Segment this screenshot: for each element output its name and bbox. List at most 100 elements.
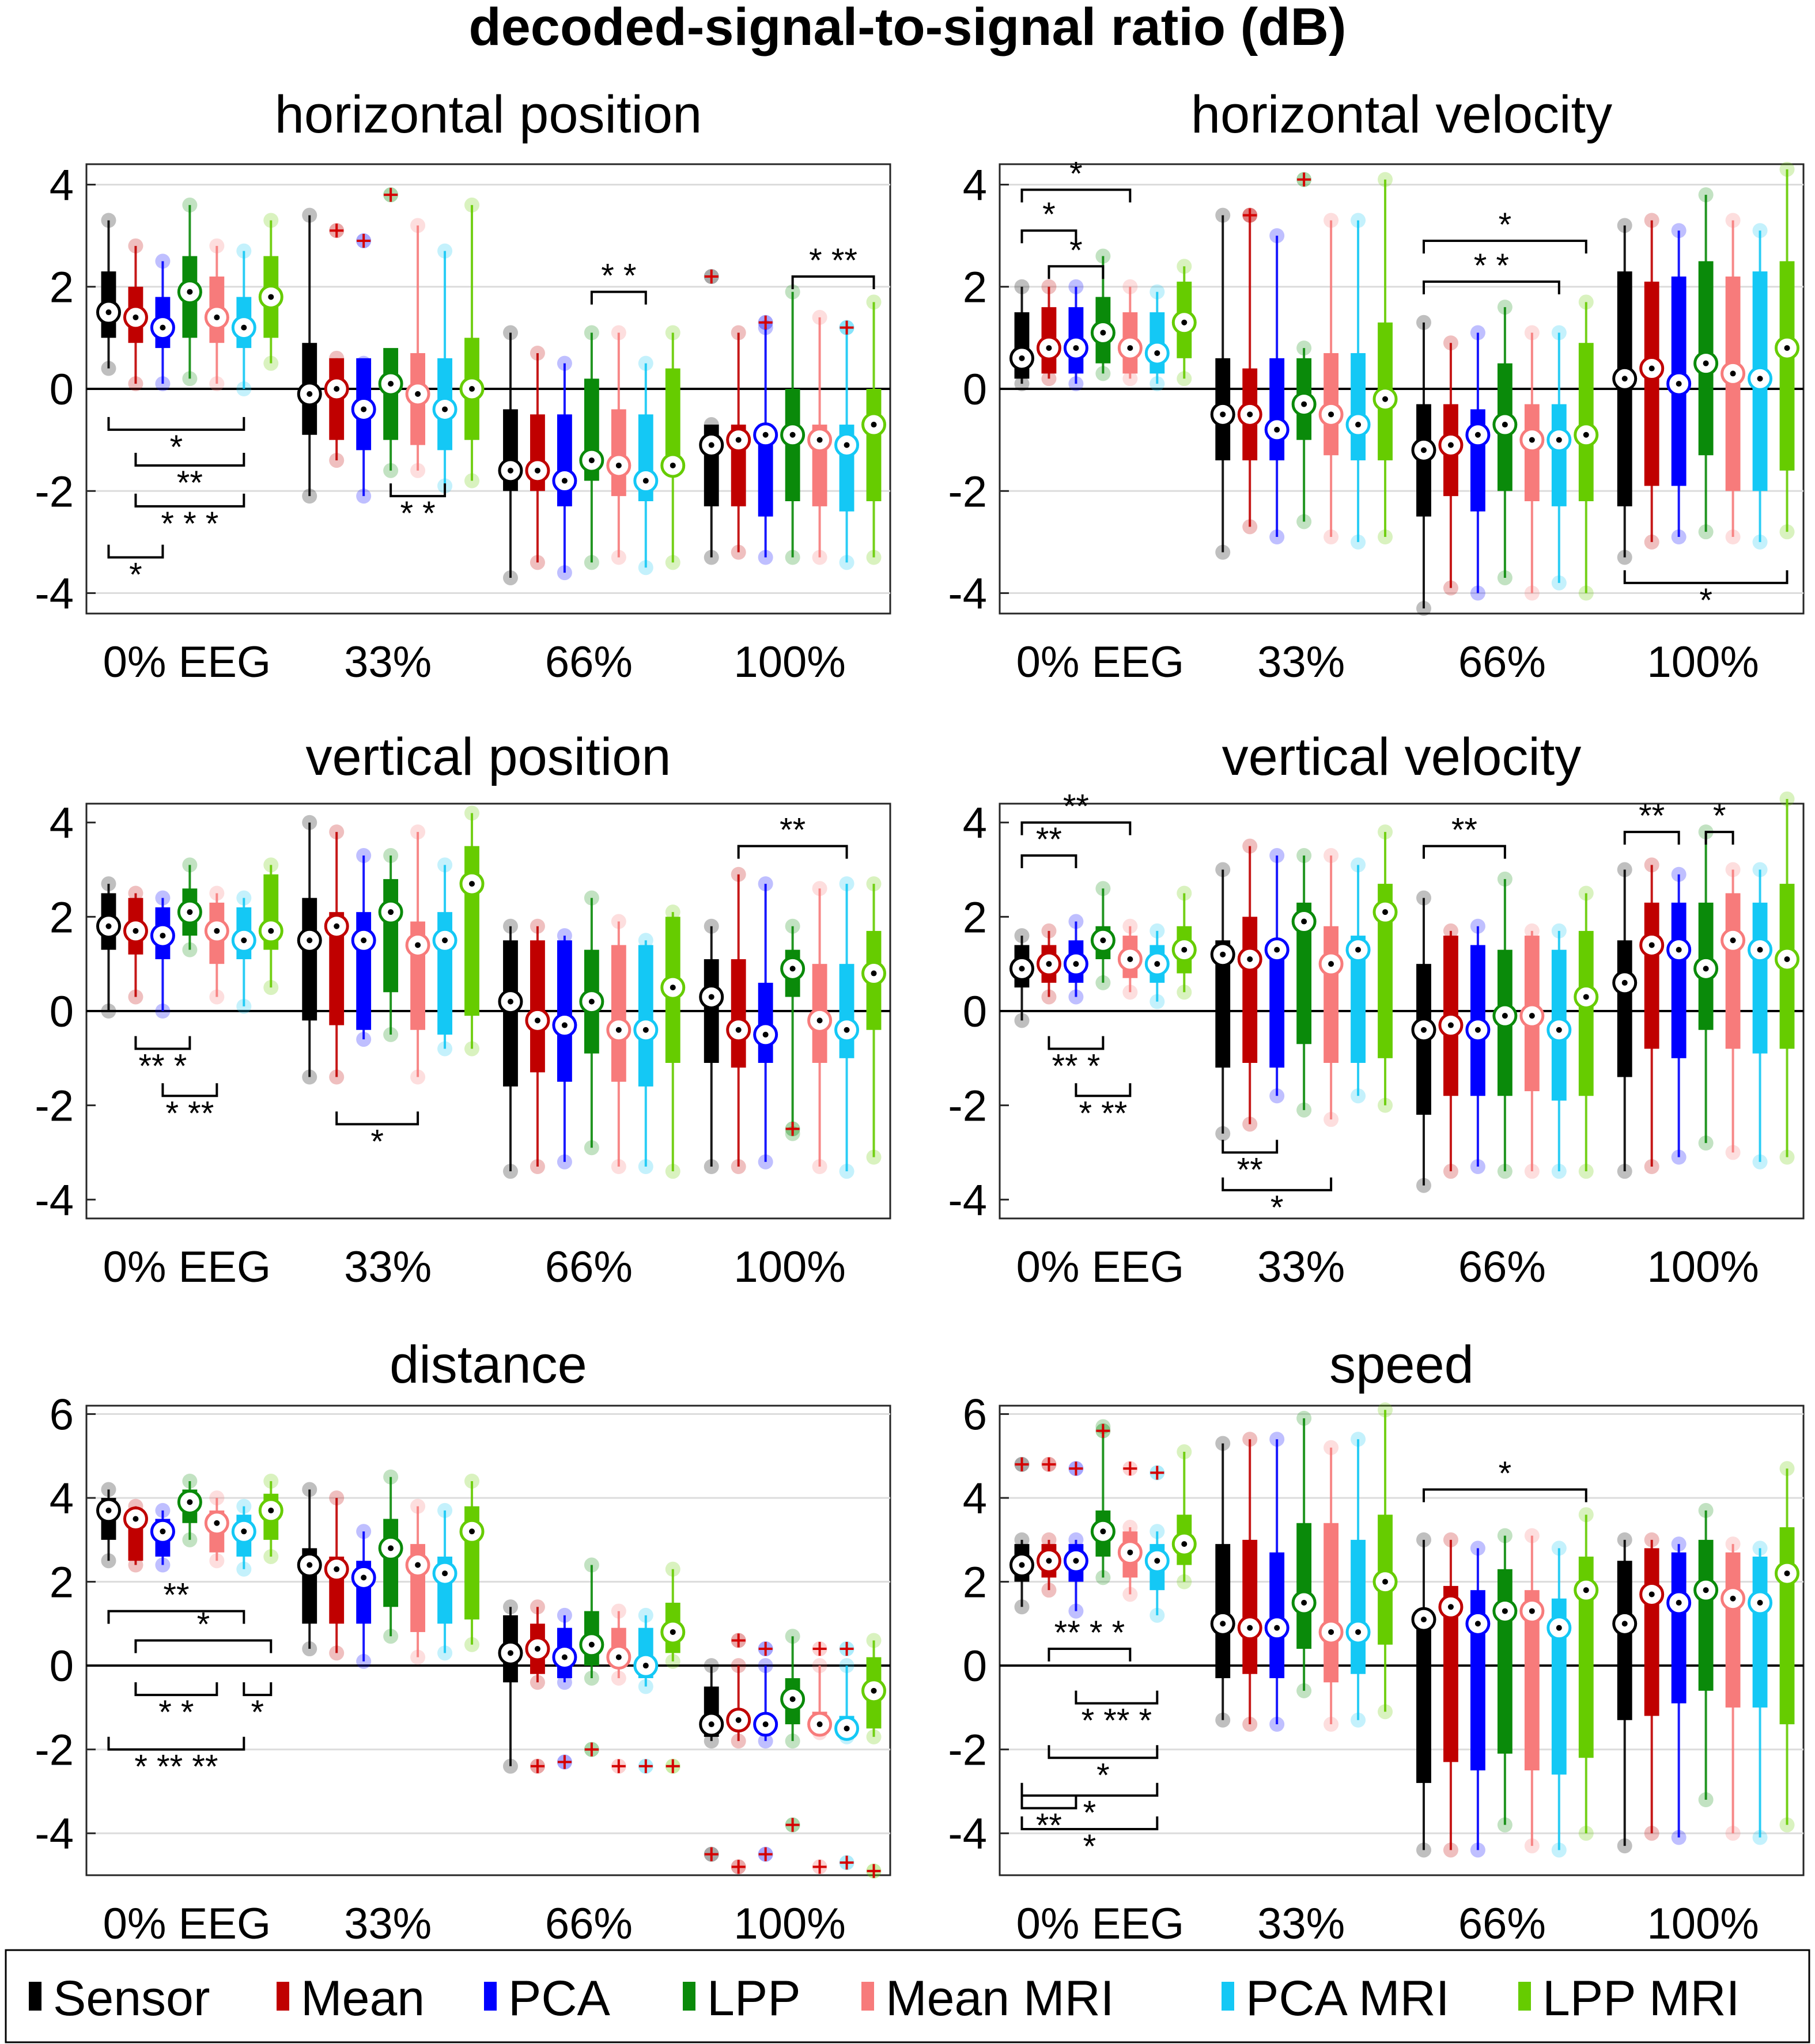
sample-point bbox=[731, 1658, 746, 1674]
sample-point bbox=[1671, 1149, 1687, 1165]
ytick-label: 0 bbox=[50, 987, 74, 1036]
median-dot bbox=[1730, 937, 1736, 944]
median-dot bbox=[1220, 951, 1226, 957]
box-lpp bbox=[1090, 881, 1116, 990]
significance-stars: * ** * bbox=[1082, 1702, 1152, 1740]
panel-title: horizontal position bbox=[275, 85, 702, 144]
significance-bracket: * bbox=[1422, 1455, 1587, 1502]
sample-point bbox=[785, 1629, 800, 1644]
box-sensor bbox=[96, 1482, 121, 1569]
median-dot bbox=[871, 1687, 877, 1694]
category-label: 66% bbox=[1458, 1899, 1546, 1948]
bracket-line bbox=[243, 1682, 273, 1697]
sample-point bbox=[785, 284, 800, 300]
box-pca-mri bbox=[1748, 223, 1773, 550]
box-sensor bbox=[1411, 890, 1436, 1193]
box-body bbox=[1578, 930, 1594, 1096]
sample-point bbox=[731, 325, 746, 340]
bracket-line bbox=[590, 290, 647, 305]
category-label: 0% EEG bbox=[103, 1243, 271, 1292]
bracket-line bbox=[335, 1111, 419, 1126]
box-sensor bbox=[1612, 1532, 1638, 1854]
bracket-line bbox=[1422, 845, 1506, 859]
sample-point bbox=[665, 1653, 680, 1669]
sample-point bbox=[638, 355, 653, 371]
bracket-line bbox=[1048, 1648, 1132, 1662]
outlier bbox=[1041, 1456, 1057, 1472]
sample-point bbox=[1497, 1817, 1512, 1833]
outlier bbox=[812, 1641, 827, 1657]
sample-point bbox=[1725, 862, 1741, 877]
sample-point bbox=[758, 1658, 773, 1674]
box-mean-mri bbox=[1519, 923, 1545, 1179]
median-dot bbox=[1447, 1604, 1454, 1610]
box-body bbox=[1578, 343, 1594, 501]
sample-point bbox=[329, 1645, 345, 1661]
sample-point bbox=[383, 1469, 399, 1485]
median-dot bbox=[1648, 1591, 1655, 1598]
legend-swatch bbox=[484, 1982, 497, 2011]
sample-point bbox=[1752, 1540, 1768, 1556]
box-lpp-mri bbox=[258, 1473, 283, 1564]
category-label: 0% EEG bbox=[1016, 1243, 1184, 1292]
sample-point bbox=[1779, 1817, 1795, 1833]
sample-point bbox=[356, 1524, 372, 1539]
box-pca bbox=[1063, 279, 1088, 392]
sample-point bbox=[1524, 1164, 1540, 1179]
box-body bbox=[1671, 1552, 1687, 1704]
box-mean bbox=[726, 325, 751, 560]
box-lpp-mri bbox=[1171, 1444, 1197, 1589]
box-body bbox=[1416, 1611, 1431, 1783]
significance-bracket: * bbox=[1048, 1745, 1159, 1794]
sample-point bbox=[1242, 519, 1258, 535]
sample-point bbox=[1752, 862, 1768, 877]
median-dot bbox=[1784, 956, 1790, 962]
box-lpp bbox=[378, 848, 403, 1042]
sample-point bbox=[437, 1645, 453, 1661]
sample-point bbox=[1068, 1532, 1084, 1547]
box-lpp bbox=[177, 857, 202, 957]
box-body bbox=[1269, 358, 1285, 461]
sample-point bbox=[1122, 1520, 1138, 1535]
sample-point bbox=[866, 1633, 882, 1648]
median-dot bbox=[1019, 1562, 1025, 1568]
box-sensor bbox=[699, 918, 724, 1174]
median-dot bbox=[534, 467, 540, 474]
sample-point bbox=[464, 1473, 480, 1489]
box-lpp bbox=[579, 890, 604, 1156]
sample-point bbox=[1296, 1410, 1312, 1426]
bracket-line bbox=[107, 417, 245, 431]
bracket-line bbox=[1020, 854, 1077, 868]
box-mean-mri bbox=[807, 309, 833, 565]
sample-point bbox=[758, 1733, 773, 1749]
box-body bbox=[1644, 902, 1659, 1049]
median-dot bbox=[670, 1629, 676, 1635]
bracket-line bbox=[1020, 1782, 1159, 1797]
box-sensor bbox=[498, 1599, 523, 1774]
sample-point bbox=[1122, 279, 1138, 294]
ytick-label: 6 bbox=[963, 1391, 987, 1440]
box-sensor bbox=[297, 815, 322, 1085]
median-dot bbox=[1583, 431, 1589, 438]
sample-point bbox=[557, 565, 572, 581]
sample-point bbox=[1470, 585, 1485, 601]
panel-horizontal-velocity: horizontal velocity 4 2 0 -2 -4 0% EEG 33% 66% 10… bbox=[948, 85, 1805, 687]
box-mean-mri bbox=[1318, 1440, 1344, 1732]
sample-point bbox=[611, 1159, 626, 1174]
bracket-line bbox=[107, 1610, 245, 1624]
outlier bbox=[758, 1641, 773, 1657]
sample-point bbox=[236, 998, 252, 1014]
box-pca bbox=[1666, 223, 1692, 545]
sample-point bbox=[1068, 989, 1084, 1005]
box-mean-mri bbox=[1519, 1528, 1545, 1854]
box-lpp bbox=[1090, 248, 1116, 381]
outlier bbox=[611, 1758, 626, 1774]
significance-stars: ** bbox=[1451, 812, 1477, 849]
box-body bbox=[1269, 945, 1285, 1068]
box-mean bbox=[525, 918, 550, 1174]
sample-point bbox=[302, 1641, 317, 1657]
median-dot bbox=[534, 1646, 540, 1652]
bracket-line bbox=[1048, 1036, 1105, 1050]
median-dot bbox=[735, 1027, 742, 1033]
significance-bracket: ** bbox=[1020, 788, 1132, 835]
